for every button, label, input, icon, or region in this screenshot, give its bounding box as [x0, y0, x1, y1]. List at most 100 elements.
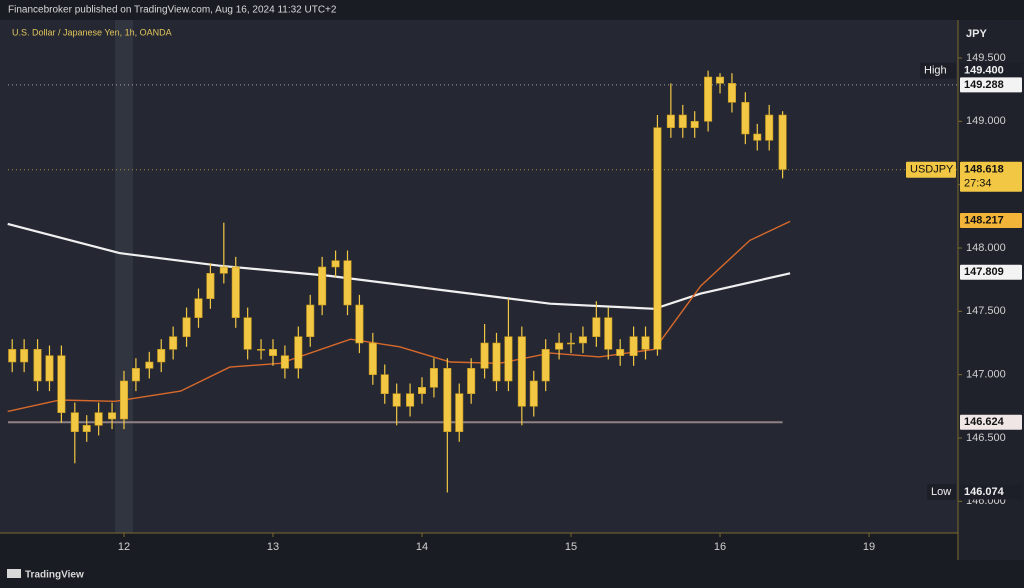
- candle-body: [504, 336, 513, 382]
- y-tick-label: 149.000: [966, 115, 1006, 127]
- candle-body: [455, 393, 464, 432]
- candle-body: [604, 317, 613, 350]
- chart-title: U.S. Dollar / Japanese Yen, 1h, OANDA: [12, 27, 172, 37]
- session-band: [115, 20, 133, 533]
- candle-body: [641, 336, 650, 350]
- candle-body: [206, 273, 215, 299]
- candle-body: [492, 342, 501, 382]
- price-label: 147.809: [964, 266, 1004, 278]
- price-label-box: [960, 63, 1022, 79]
- candle-body: [567, 342, 576, 345]
- candle-body: [343, 260, 352, 306]
- candle-body: [616, 349, 625, 356]
- footer-logo: [7, 569, 21, 578]
- currency: JPY: [966, 28, 987, 40]
- candle-body: [355, 304, 364, 344]
- candle-body: [131, 368, 140, 382]
- candle-body: [380, 374, 389, 394]
- candle-body: [157, 349, 166, 363]
- y-tick-label: 149.500: [966, 52, 1006, 64]
- candle-body: [666, 114, 675, 128]
- price-axis: [958, 20, 1024, 560]
- price-label-name-box: [906, 161, 956, 178]
- x-tick-label: 15: [565, 541, 577, 553]
- candle-body: [145, 361, 154, 369]
- candle-body: [368, 342, 377, 375]
- candle-body: [517, 336, 526, 407]
- price-label: 146.074: [964, 486, 1005, 498]
- price-label: 148.217: [964, 214, 1004, 226]
- price-label-name: Low: [931, 486, 951, 498]
- candle-body: [82, 425, 91, 432]
- candle-body: [467, 368, 476, 394]
- header: Financebroker published on TradingView.c…: [8, 5, 337, 16]
- logo-mark: [7, 569, 21, 578]
- candle-body: [194, 298, 203, 318]
- moving-average: [7, 220, 791, 413]
- y-tick-label: 148.000: [966, 242, 1006, 254]
- price-label: 146.624: [964, 416, 1005, 428]
- candle-body: [392, 393, 401, 407]
- candle-body: [429, 368, 438, 388]
- candle-body: [94, 412, 103, 426]
- x-tick-label: 19: [863, 541, 875, 553]
- candle-body: [765, 114, 774, 141]
- candle-body: [406, 393, 415, 407]
- price-label-box: [960, 264, 1022, 280]
- candle-body: [555, 342, 564, 350]
- candle-body: [480, 342, 489, 369]
- price-label-name: High: [924, 65, 947, 77]
- price-label-box: [960, 213, 1022, 229]
- x-tick-label: 14: [416, 541, 428, 553]
- y-tick-label: 147.500: [966, 305, 1006, 317]
- price-label-name-box: [920, 62, 956, 79]
- candle-body: [219, 266, 228, 274]
- candle-body: [231, 266, 240, 318]
- moving-average: [7, 222, 791, 310]
- candle-body: [268, 349, 277, 356]
- candle-body: [592, 317, 601, 337]
- x-tick-label: 16: [714, 541, 726, 553]
- candle-body: [257, 349, 266, 351]
- candle-body: [741, 102, 750, 135]
- price-label: 148.618: [964, 164, 1004, 176]
- candle-body: [70, 412, 79, 432]
- candle-body: [169, 336, 178, 350]
- candle-body: [318, 266, 327, 306]
- candle-body: [418, 387, 426, 394]
- price-label-box: [960, 414, 1022, 430]
- footer: TradingView: [25, 570, 84, 581]
- price-label-box: [960, 484, 1022, 500]
- y-tick-label: 146.500: [966, 432, 1006, 444]
- candle-body: [678, 114, 687, 128]
- candle-body: [690, 121, 699, 128]
- candle-body: [182, 317, 191, 337]
- countdown: 27:34: [964, 178, 992, 190]
- candle-body: [108, 412, 117, 420]
- price-label-box: [960, 77, 1022, 93]
- candle-body: [243, 317, 252, 350]
- candle-body: [443, 368, 452, 432]
- price-label-name: USDJPY: [910, 164, 954, 176]
- candle-body: [8, 349, 17, 363]
- candle-body: [778, 114, 787, 170]
- price-label-box: [960, 161, 1022, 192]
- plot-area: [0, 20, 958, 533]
- candle-body: [280, 355, 289, 369]
- candle-body: [20, 349, 29, 363]
- price-label-name-box: [927, 483, 956, 500]
- candle-body: [306, 304, 315, 337]
- candle-body: [653, 127, 662, 350]
- candle-body: [33, 349, 42, 382]
- candle-body: [727, 83, 736, 103]
- x-tick-label: 13: [267, 541, 279, 553]
- candle-body: [331, 260, 340, 268]
- y-tick-label: 147.000: [966, 369, 1006, 381]
- candle-body: [629, 336, 638, 356]
- candle-body: [45, 355, 54, 382]
- candle-body: [294, 336, 303, 369]
- candle-body: [541, 349, 550, 382]
- candle-body: [704, 76, 713, 122]
- price-label: 149.400: [964, 65, 1004, 77]
